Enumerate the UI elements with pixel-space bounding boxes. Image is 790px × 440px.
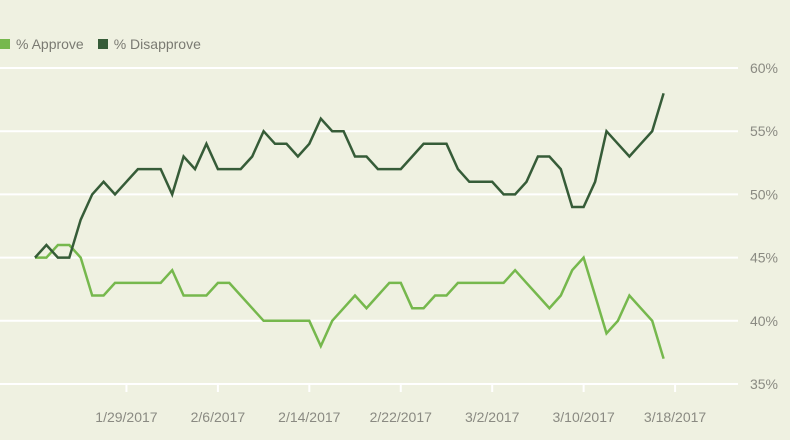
legend-item-approve: % Approve [0, 36, 84, 52]
y-tick-label: 35% [750, 376, 778, 392]
legend-label-disapprove: % Disapprove [113, 36, 201, 52]
legend-swatch-disapprove [97, 39, 108, 49]
y-tick-label: 60% [750, 60, 778, 76]
x-tick-label: 3/18/2017 [644, 409, 706, 425]
y-tick-label: 55% [750, 123, 778, 139]
y-tick-label: 50% [750, 186, 778, 202]
legend-swatch-approve [0, 39, 10, 49]
chart-legend: % Approve % Disapprove [0, 35, 201, 53]
x-tick-label: 2/22/2017 [370, 409, 432, 425]
x-tick-label: 3/2/2017 [465, 409, 520, 425]
approve-series-line [35, 243, 665, 360]
y-tick-label: 45% [750, 250, 778, 266]
x-tick-label: 2/14/2017 [278, 409, 340, 425]
legend-label-approve: % Approve [16, 36, 84, 52]
x-tick-label: 3/10/2017 [552, 409, 614, 425]
disapprove-series-line [34, 92, 665, 259]
x-tick-label: 2/6/2017 [191, 409, 246, 425]
y-tick-label: 40% [750, 313, 778, 329]
x-tick-label: 1/29/2017 [95, 409, 157, 425]
legend-item-disapprove: % Disapprove [97, 36, 201, 52]
